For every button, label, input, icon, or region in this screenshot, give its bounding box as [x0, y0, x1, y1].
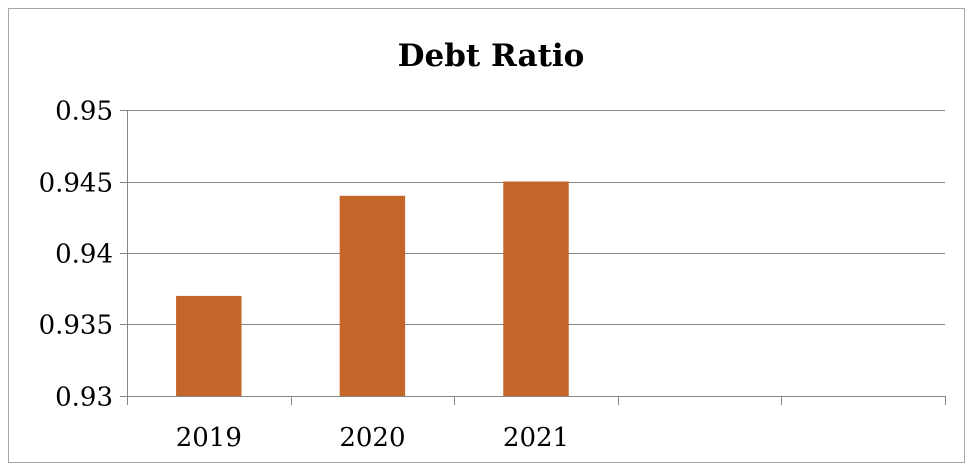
bar-2021 [503, 181, 569, 396]
y-tick-label: 0.93 [55, 383, 113, 413]
axes [127, 110, 946, 405]
y-tick-label: 0.95 [55, 97, 113, 127]
x-tick-label: 2021 [503, 423, 569, 453]
y-tick-label: 0.935 [39, 311, 113, 341]
x-axis-tick-labels: 2019 2020 2021 [176, 423, 569, 453]
y-tick-label: 0.945 [39, 169, 113, 199]
x-tick-label: 2020 [339, 423, 405, 453]
x-tick-label: 2019 [176, 423, 242, 453]
bars [176, 181, 569, 396]
y-tick-label: 0.94 [55, 240, 113, 270]
bar-2019 [176, 295, 242, 396]
bar-2020 [339, 195, 406, 396]
y-axis-tick-labels: 0.93 0.935 0.94 0.945 0.95 [39, 97, 113, 413]
chart-frame [8, 8, 965, 463]
chart-title: Debt Ratio [398, 38, 585, 74]
